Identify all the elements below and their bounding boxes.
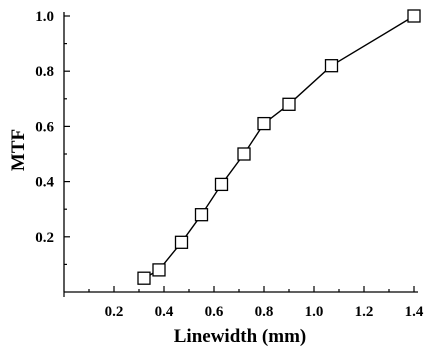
- y-tick-label: 0.8: [35, 64, 54, 80]
- x-axis-title: Linewidth (mm): [174, 326, 306, 347]
- x-tick-label: 0.2: [105, 304, 124, 320]
- x-tick-label: 0.6: [205, 304, 224, 320]
- data-point-marker: [194, 208, 209, 222]
- x-tick-label: 1.0: [305, 304, 324, 320]
- data-point-marker: [214, 177, 229, 192]
- y-axis-title: MTF: [8, 129, 29, 171]
- data-point-marker: [237, 147, 251, 161]
- x-tick-label: 0.4: [155, 304, 174, 320]
- ticks: 0.2 0.4 0.6 0.8 1.0 0.2 0.4 0.6 0.8 1.0 1.2 1.4: [35, 9, 424, 320]
- data-point-marker: [257, 116, 271, 131]
- data-point-marker: [282, 97, 296, 111]
- x-tick-label: 1.4: [405, 304, 424, 320]
- data-point-marker: [137, 271, 151, 285]
- data-point-marker: [174, 235, 189, 249]
- data-point-marker: [152, 263, 166, 277]
- series: [137, 9, 421, 285]
- y-tick-label: 0.4: [35, 175, 54, 191]
- data-point-marker: [324, 59, 339, 73]
- x-tick-label: 1.2: [355, 304, 374, 320]
- data-point-marker: [407, 9, 421, 23]
- x-tick-label: 0.8: [255, 304, 274, 320]
- y-tick-label: 0.6: [35, 119, 54, 135]
- y-tick-label: 1.0: [35, 9, 54, 25]
- series-line: [143, 15, 415, 279]
- axes: [63, 12, 418, 293]
- y-tick-label: 0.2: [35, 230, 54, 246]
